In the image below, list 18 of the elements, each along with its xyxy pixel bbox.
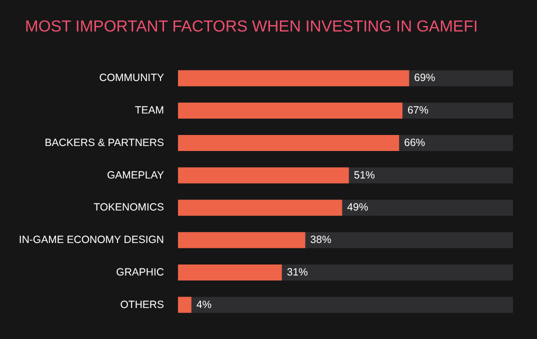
data-label: 51%: [354, 169, 375, 182]
y-tick-label: IN-GAME ECONOMY DESIGN: [18, 234, 164, 246]
y-tick-label: COMMUNITY: [99, 72, 164, 84]
y-tick-label: TEAM: [134, 104, 164, 117]
y-tick-label: GRAPHIC: [116, 266, 164, 278]
bar: [178, 296, 192, 313]
y-tick-label: BACKERS & PARTNERS: [44, 136, 164, 149]
data-label: 4%: [196, 298, 212, 311]
chart-title: MOST IMPORTANT FACTORS WHEN INVESTING IN GAMEFI: [25, 18, 478, 36]
y-tick-label: OTHERS: [120, 298, 164, 311]
data-label: 67%: [407, 104, 428, 117]
data-label: 69%: [414, 72, 436, 84]
data-label: 66%: [404, 136, 426, 149]
data-label: 31%: [286, 266, 308, 278]
y-tick-label: TOKENOMICS: [94, 202, 164, 214]
y-tick-label: GAMEPLAY: [107, 169, 164, 182]
data-label: 49%: [347, 202, 368, 214]
data-label: 38%: [310, 234, 332, 246]
